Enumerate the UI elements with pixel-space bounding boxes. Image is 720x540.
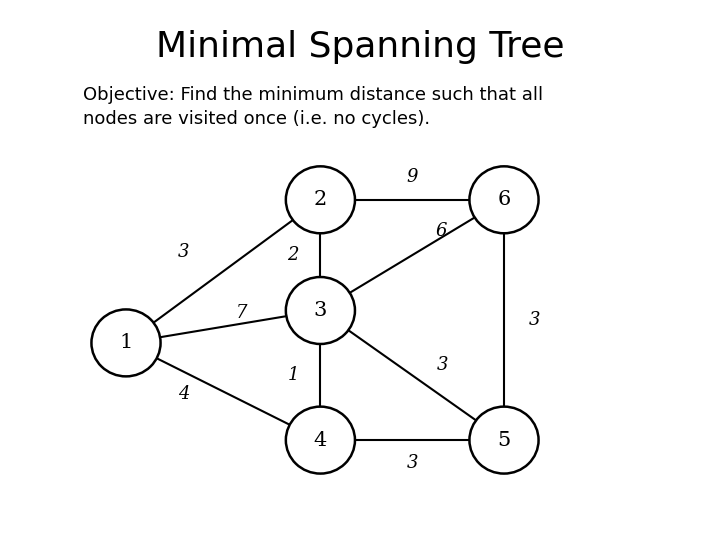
Text: 6: 6 [498, 190, 510, 210]
Text: 3: 3 [407, 454, 418, 472]
Text: 6: 6 [436, 222, 446, 240]
Ellipse shape [469, 407, 539, 474]
Text: 3: 3 [178, 244, 189, 261]
Text: 5: 5 [498, 430, 510, 450]
Ellipse shape [469, 166, 539, 233]
Text: 2: 2 [314, 190, 327, 210]
Ellipse shape [286, 407, 355, 474]
Text: 1: 1 [287, 366, 299, 384]
Text: 4: 4 [314, 430, 327, 450]
Text: 9: 9 [407, 168, 418, 186]
Text: 3: 3 [437, 355, 448, 374]
Text: Objective: Find the minimum distance such that all
nodes are visited once (i.e. : Objective: Find the minimum distance suc… [83, 86, 543, 128]
Ellipse shape [286, 166, 355, 233]
Ellipse shape [286, 277, 355, 344]
Ellipse shape [91, 309, 161, 376]
Text: 4: 4 [178, 385, 189, 403]
Text: 3: 3 [528, 311, 540, 329]
Text: 3: 3 [314, 301, 327, 320]
Text: 2: 2 [287, 246, 299, 264]
Text: 7: 7 [235, 304, 247, 322]
Text: Minimal Spanning Tree: Minimal Spanning Tree [156, 30, 564, 64]
Text: 1: 1 [120, 333, 132, 353]
